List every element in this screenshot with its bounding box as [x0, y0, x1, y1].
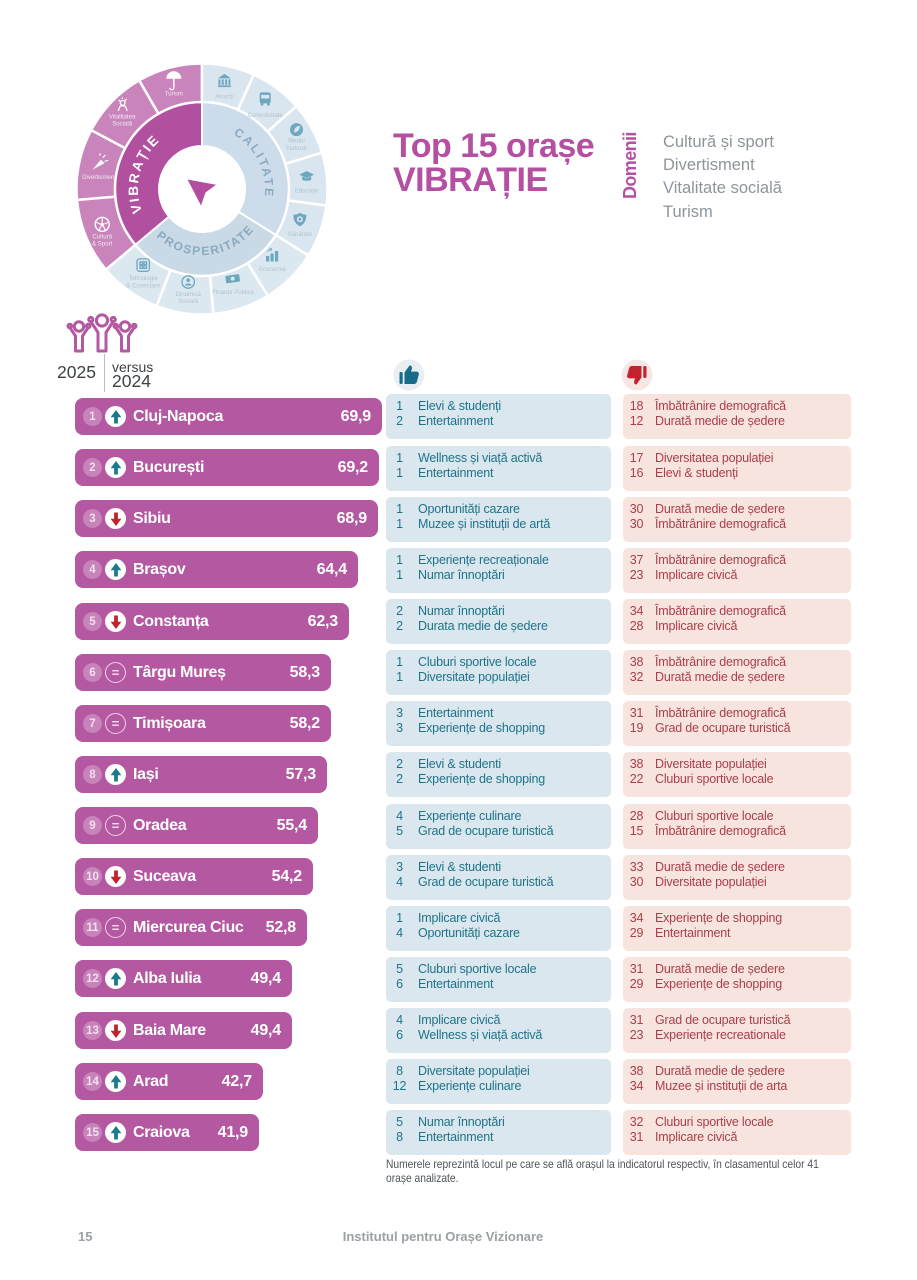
svg-text:Educație: Educație: [295, 188, 319, 195]
svg-text:Cultură: Cultură: [92, 233, 112, 240]
svg-text:& Sport: & Sport: [92, 241, 113, 248]
svg-text:Vitalitatea: Vitalitatea: [109, 113, 136, 120]
svg-text:Atracții: Atracții: [215, 93, 234, 100]
svg-text:Conectivitate: Conectivitate: [248, 112, 284, 119]
svg-text:Socială: Socială: [178, 298, 199, 305]
svg-text:Tehnologie: Tehnologie: [128, 275, 158, 282]
svg-text:Divertisment: Divertisment: [82, 174, 116, 181]
svg-text:Socială: Socială: [112, 121, 133, 128]
svg-text:Economie: Economie: [259, 266, 287, 273]
svg-text:Turism: Turism: [165, 91, 183, 98]
svg-text:Natural: Natural: [287, 145, 307, 152]
svg-text:& Conectare: & Conectare: [126, 282, 160, 289]
svg-text:Finanțe Publice: Finanțe Publice: [212, 289, 255, 296]
svg-text:Dinamică: Dinamică: [175, 291, 201, 298]
svg-text:Mediu: Mediu: [288, 138, 305, 145]
svg-text:Sănătate: Sănătate: [288, 231, 313, 238]
